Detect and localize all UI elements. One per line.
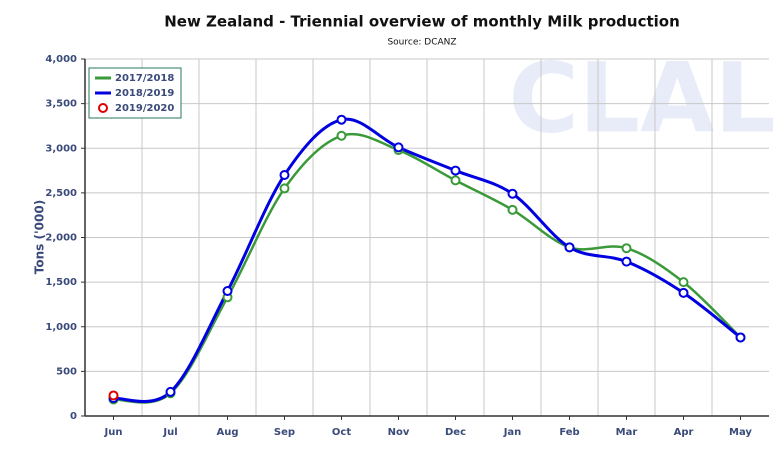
point-marker	[336, 130, 347, 141]
x-tick-label: Feb	[559, 427, 579, 438]
x-tick-label: Oct	[332, 427, 351, 438]
point-marker	[393, 142, 404, 153]
point-marker	[165, 386, 176, 397]
y-tick-label: 4,000	[45, 54, 77, 65]
x-tick-label: Jan	[503, 427, 522, 438]
x-tick-label: Nov	[388, 427, 410, 438]
y-axis-label: Tons ('000)	[33, 200, 47, 274]
point-marker	[108, 390, 119, 401]
chart-subtitle: Source: DCANZ	[387, 38, 456, 48]
chart-title: New Zealand - Triennial overview of mont…	[164, 13, 680, 31]
watermark: CLAL	[508, 42, 775, 154]
legend-label: 2018/2019	[115, 88, 174, 99]
point-marker	[222, 286, 233, 297]
point-marker	[450, 165, 461, 176]
point-marker	[678, 287, 689, 298]
point-marker	[564, 242, 575, 253]
point-marker	[507, 188, 518, 199]
point-marker	[279, 183, 290, 194]
legend-label: 2017/2018	[115, 73, 174, 84]
x-tick-label: Aug	[216, 427, 238, 438]
y-tick-label: 2,000	[45, 233, 77, 244]
y-tick-label: 500	[56, 366, 77, 377]
x-tick-label: Jun	[104, 427, 123, 438]
x-tick-label: Sep	[274, 427, 295, 438]
x-tick-label: May	[729, 427, 752, 438]
legend-swatch	[98, 103, 108, 113]
point-marker	[507, 204, 518, 215]
y-tick-label: 1,500	[45, 277, 77, 288]
point-marker	[735, 332, 746, 343]
point-marker	[621, 243, 632, 254]
y-tick-label: 3,000	[45, 143, 77, 154]
point-marker	[450, 175, 461, 186]
point-marker	[336, 114, 347, 125]
y-tick-label: 2,500	[45, 188, 77, 199]
x-tick-label: Mar	[616, 427, 638, 438]
y-tick-label: 3,500	[45, 99, 77, 110]
point-marker	[621, 256, 632, 267]
point-marker	[279, 170, 290, 181]
x-tick-label: Dec	[445, 427, 466, 438]
point-marker	[678, 277, 689, 288]
y-tick-label: 0	[70, 411, 77, 422]
x-tick-label: Apr	[674, 427, 694, 438]
x-tick-label: Jul	[162, 427, 177, 438]
legend-label: 2019/2020	[115, 103, 174, 114]
y-tick-label: 1,000	[45, 322, 77, 333]
